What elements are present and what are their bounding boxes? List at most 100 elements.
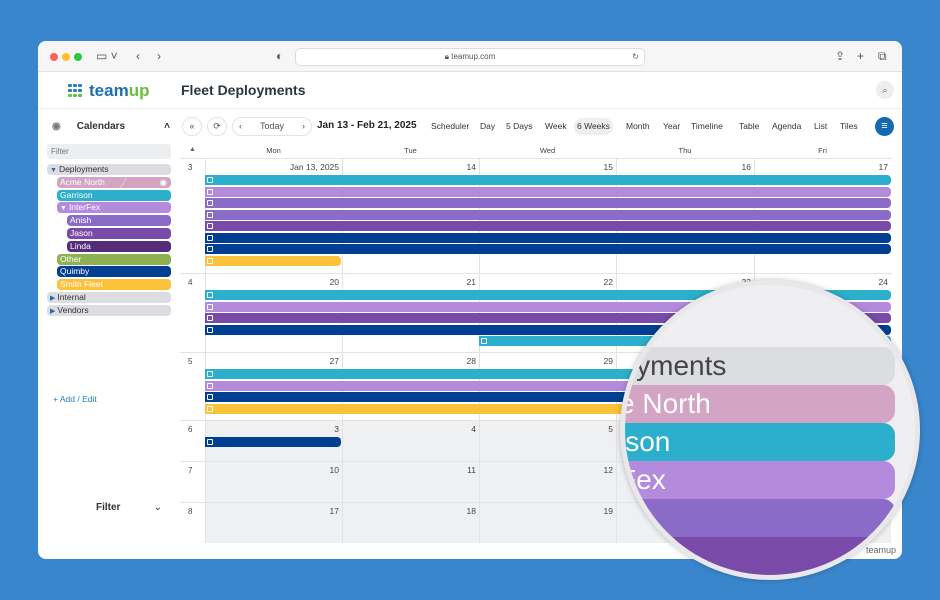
- day-number[interactable]: 5: [608, 424, 613, 434]
- day-number[interactable]: 15: [603, 162, 613, 172]
- view-6-weeks[interactable]: 6 Weeks: [574, 118, 613, 135]
- week-number[interactable]: 7: [188, 466, 193, 475]
- day-cell[interactable]: 11: [342, 462, 479, 502]
- view-day[interactable]: Day: [480, 121, 496, 131]
- today-button[interactable]: Today: [259, 121, 285, 131]
- day-cell[interactable]: 17: [205, 503, 342, 543]
- next-button[interactable]: ›: [302, 121, 305, 131]
- day-number[interactable]: 11: [467, 465, 476, 475]
- caret-right-icon[interactable]: ▶: [50, 307, 56, 315]
- close-window-button[interactable]: [50, 53, 58, 61]
- calendar-item[interactable]: ▼ Deployments: [47, 164, 171, 175]
- address-bar[interactable]: 🔒︎ teamup.com ↻: [295, 48, 645, 66]
- chevron-up-icon[interactable]: ˄: [164, 121, 170, 132]
- week-number[interactable]: 8: [188, 507, 193, 516]
- calendar-item[interactable]: Jason: [67, 228, 171, 239]
- day-number[interactable]: 20: [329, 277, 339, 287]
- calendar-item[interactable]: Anish: [67, 215, 171, 227]
- day-cell[interactable]: 5: [479, 421, 616, 461]
- event-bar[interactable]: [205, 324, 891, 335]
- view-year[interactable]: Year: [663, 121, 681, 131]
- filter-section-toggle[interactable]: Filter ⌄: [96, 502, 176, 513]
- back-icon[interactable]: ‹: [136, 49, 140, 63]
- calendar-item[interactable]: ▼ InterFex: [57, 202, 171, 214]
- event-bar[interactable]: [205, 301, 891, 312]
- eye-icon[interactable]: ◉: [52, 121, 61, 132]
- day-number[interactable]: 19: [603, 506, 613, 516]
- event-bar[interactable]: [205, 221, 891, 231]
- collapse-up-icon[interactable]: ▲: [189, 146, 196, 153]
- search-button[interactable]: ⌕: [876, 81, 894, 99]
- day-number[interactable]: 10: [329, 465, 339, 475]
- calendar-item[interactable]: Acme North ◉: [57, 176, 171, 188]
- menu-button[interactable]: ≡: [875, 117, 894, 136]
- calendar-item[interactable]: Quimby: [57, 266, 171, 278]
- event-bar[interactable]: [205, 437, 341, 447]
- day-number[interactable]: 4: [471, 424, 476, 434]
- eye-off-icon[interactable]: ◉: [159, 176, 167, 187]
- forward-icon[interactable]: ›: [157, 49, 161, 63]
- minimize-window-button[interactable]: [62, 53, 70, 61]
- day-number[interactable]: 29: [603, 356, 613, 366]
- share-icon[interactable]: ⇪: [835, 49, 846, 63]
- day-number[interactable]: 21: [466, 277, 476, 287]
- day-number[interactable]: 17: [329, 506, 339, 516]
- add-edit-link[interactable]: + Add / Edit: [53, 394, 97, 404]
- collapse-sidebar-button[interactable]: «: [182, 117, 202, 136]
- caret-right-icon[interactable]: ▶: [50, 295, 56, 302]
- refresh-button[interactable]: ⟳: [207, 117, 227, 136]
- view-timeline[interactable]: Timeline: [691, 121, 723, 131]
- event-bar[interactable]: [205, 290, 891, 300]
- day-cell[interactable]: 19: [479, 503, 616, 543]
- view-5-days[interactable]: 5 Days: [506, 121, 533, 131]
- day-number[interactable]: 3: [334, 424, 339, 434]
- calendar-item[interactable]: Other: [57, 253, 171, 265]
- day-number[interactable]: 16: [741, 162, 751, 172]
- day-cell[interactable]: 4: [342, 421, 479, 461]
- calendar-item[interactable]: Linda: [67, 240, 171, 252]
- event-bar[interactable]: [205, 244, 891, 254]
- shield-icon[interactable]: ◐: [276, 49, 284, 63]
- event-bar[interactable]: [205, 369, 891, 379]
- view-tiles[interactable]: Tiles: [840, 121, 858, 131]
- event-bar[interactable]: [205, 313, 891, 323]
- day-cell[interactable]: 12: [479, 462, 616, 502]
- view-month[interactable]: Month: [626, 121, 650, 131]
- maximize-window-button[interactable]: [74, 53, 82, 61]
- view-scheduler[interactable]: Scheduler: [431, 121, 470, 131]
- view-table[interactable]: Table: [739, 121, 760, 131]
- event-bar[interactable]: [205, 232, 891, 243]
- day-number[interactable]: 27: [329, 356, 339, 366]
- event-bar[interactable]: [205, 392, 891, 402]
- caret-down-icon[interactable]: ▼: [60, 205, 67, 213]
- view-week[interactable]: Week: [545, 121, 567, 131]
- sidebar-toggle-icon[interactable]: ▭ ˅: [96, 49, 118, 63]
- week-number[interactable]: 5: [188, 357, 193, 366]
- week-number[interactable]: 6: [188, 425, 193, 434]
- event-bar[interactable]: [205, 198, 891, 208]
- event-bar[interactable]: [205, 380, 891, 391]
- view-list[interactable]: List: [814, 121, 828, 131]
- new-tab-icon[interactable]: +: [857, 49, 865, 63]
- day-number[interactable]: 22: [603, 277, 613, 287]
- calendar-item[interactable]: Smith Fleet: [57, 279, 171, 291]
- week-number[interactable]: 4: [188, 278, 193, 287]
- day-number[interactable]: 28: [466, 356, 476, 366]
- day-cell[interactable]: 18: [342, 503, 479, 543]
- caret-down-icon[interactable]: ▼: [50, 167, 57, 174]
- calendar-item[interactable]: ▶ Vendors: [47, 304, 171, 316]
- event-bar[interactable]: [205, 175, 891, 185]
- day-number[interactable]: Jan 13, 2025: [289, 162, 339, 172]
- reload-icon[interactable]: ↻: [632, 52, 639, 61]
- view-agenda[interactable]: Agenda: [772, 121, 802, 131]
- day-number[interactable]: 12: [603, 465, 613, 475]
- week-number[interactable]: 3: [188, 163, 193, 172]
- event-bar[interactable]: [205, 186, 891, 197]
- day-number[interactable]: 17: [878, 162, 888, 172]
- event-bar[interactable]: [205, 209, 891, 220]
- day-number[interactable]: 24: [878, 277, 888, 287]
- event-bar[interactable]: [205, 403, 891, 414]
- tabs-overview-icon[interactable]: ⧉: [878, 49, 887, 63]
- prev-button[interactable]: ‹: [239, 121, 242, 131]
- day-number[interactable]: 18: [466, 506, 476, 516]
